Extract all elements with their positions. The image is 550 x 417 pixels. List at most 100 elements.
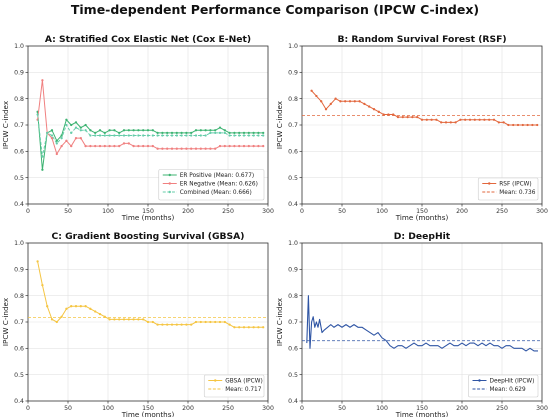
data-point: [118, 134, 121, 137]
data-point: [98, 312, 102, 316]
data-point: [36, 113, 39, 116]
data-point: [478, 118, 481, 121]
data-point: [118, 131, 121, 135]
data-point: [113, 144, 116, 148]
data-point: [60, 134, 63, 137]
data-point: [257, 144, 260, 148]
data-point: [190, 323, 193, 326]
data-point: [137, 318, 140, 321]
data-point: [55, 320, 58, 324]
data-point: [180, 323, 183, 326]
data-point: [449, 121, 452, 124]
data-point: [358, 100, 361, 103]
data-point: [108, 318, 111, 321]
data-point: [459, 118, 462, 121]
data-point: [228, 144, 231, 148]
data-point: [233, 131, 236, 135]
data-point: [242, 131, 246, 135]
x-tick-label: 50: [64, 405, 72, 412]
data-point: [262, 134, 265, 137]
data-point: [132, 129, 135, 132]
data-point: [142, 144, 145, 148]
y-tick-label: 0.7: [288, 319, 298, 326]
data-point: [180, 147, 183, 150]
data-point: [113, 134, 116, 137]
data-point: [170, 147, 174, 150]
data-point: [521, 123, 524, 127]
data-point: [79, 137, 82, 140]
x-tick-label: 50: [338, 208, 346, 215]
panel-title: B: Random Survival Forest (RSF): [337, 34, 506, 45]
data-point: [151, 134, 154, 137]
data-point: [468, 118, 472, 121]
x-tick-label: 50: [64, 208, 72, 215]
data-point: [185, 323, 188, 326]
data-point: [252, 326, 255, 329]
data-point: [218, 144, 222, 148]
data-point: [79, 305, 82, 308]
data-point: [70, 305, 73, 308]
data-point: [425, 118, 428, 121]
legend-label: Mean: 0.629: [490, 387, 526, 393]
data-point: [132, 144, 135, 148]
data-point: [324, 108, 328, 111]
data-point: [252, 134, 255, 137]
y-tick-label: 0.9: [288, 267, 298, 274]
y-tick-label: 1.0: [14, 43, 24, 50]
data-point: [180, 134, 183, 137]
data-point: [156, 134, 159, 137]
panel-title: C: Gradient Boosting Survival (GBSA): [52, 231, 245, 242]
legend-label: Combined (Mean: 0.666): [180, 190, 252, 196]
data-point: [122, 142, 126, 145]
legend-label: Mean: 0.717: [225, 387, 261, 393]
data-point: [190, 147, 193, 150]
data-point: [89, 129, 92, 132]
data-point: [55, 152, 58, 156]
data-point: [137, 134, 140, 137]
data-point: [118, 318, 121, 321]
data-point: [488, 118, 491, 121]
x-tick-label: 0: [26, 405, 30, 412]
data-point: [94, 131, 97, 135]
data-point: [502, 121, 505, 124]
x-tick-label: 150: [142, 405, 154, 412]
data-point: [170, 131, 174, 135]
data-point: [122, 318, 126, 321]
data-point: [151, 320, 154, 324]
data-point: [214, 131, 217, 135]
data-point: [74, 137, 78, 140]
data-point: [516, 123, 520, 127]
data-point: [113, 318, 116, 321]
data-point: [228, 134, 231, 137]
x-tick-label: 100: [376, 208, 388, 215]
x-tick-label: 100: [102, 208, 114, 215]
data-point: [233, 144, 236, 148]
y-tick-label: 0.6: [288, 346, 298, 353]
data-point: [329, 102, 332, 106]
data-point: [242, 134, 246, 137]
y-tick-label: 0.7: [14, 122, 24, 129]
data-point: [180, 131, 183, 135]
data-point: [194, 134, 198, 137]
legend-marker: [168, 190, 171, 194]
data-point: [190, 134, 193, 137]
data-point: [382, 113, 385, 116]
data-point: [214, 320, 217, 324]
data-point: [209, 129, 212, 132]
data-point: [262, 326, 265, 329]
data-point: [151, 129, 154, 132]
x-tick-label: 200: [456, 208, 468, 215]
data-point: [387, 113, 390, 116]
data-point: [238, 131, 241, 135]
data-point: [377, 110, 380, 113]
x-tick-label: 0: [300, 208, 304, 215]
data-point: [420, 118, 424, 121]
data-point: [65, 118, 68, 121]
y-tick-label: 0.9: [288, 70, 298, 77]
legend-label: GBSA (IPCW): [225, 379, 262, 385]
data-point: [60, 137, 63, 140]
data-point: [507, 123, 510, 127]
series-line-1: [306, 295, 538, 352]
x-tick-label: 150: [416, 405, 428, 412]
